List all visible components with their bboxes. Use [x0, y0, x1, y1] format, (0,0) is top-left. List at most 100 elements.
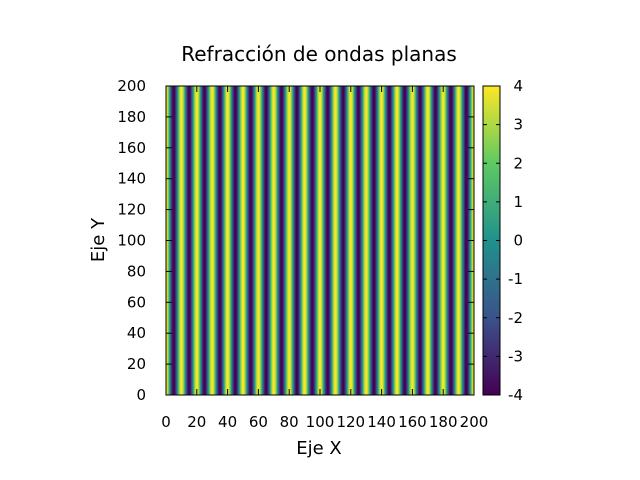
heatmap-column: [391, 86, 393, 395]
heatmap-column: [404, 86, 406, 395]
heatmap-column: [207, 86, 209, 395]
heatmap-column: [282, 86, 284, 395]
heatmap-column: [420, 86, 422, 395]
heatmap-column: [385, 86, 387, 395]
heatmap-column: [380, 86, 382, 395]
heatmap-column: [327, 86, 329, 395]
heatmap-column: [230, 86, 232, 395]
heatmap-column: [251, 86, 253, 395]
heatmap-column: [370, 86, 372, 395]
heatmap-column: [188, 86, 190, 395]
heatmap-column: [186, 86, 187, 395]
heatmap-column: [256, 86, 258, 395]
heatmap-column: [393, 86, 395, 395]
heatmap-column: [366, 86, 368, 395]
heatmap-column: [198, 86, 200, 395]
heatmap-column: [338, 86, 340, 395]
heatmap-column: [256, 86, 258, 395]
heatmap-column: [432, 86, 434, 395]
heatmap-column: [260, 86, 262, 395]
heatmap-column: [403, 86, 405, 395]
y-tick-label: 100: [117, 232, 146, 250]
heatmap-column: [218, 86, 220, 395]
heatmap-column: [426, 86, 428, 395]
heatmap-column: [397, 86, 398, 395]
heatmap-column: [230, 86, 232, 395]
heatmap-column: [244, 86, 246, 395]
heatmap-column: [173, 86, 175, 395]
heatmap-column: [335, 86, 337, 395]
heatmap-column: [412, 86, 414, 395]
heatmap-column: [272, 86, 274, 395]
heatmap-column: [297, 86, 299, 395]
heatmap-column: [315, 86, 317, 395]
heatmap-column: [375, 86, 377, 395]
heatmap-column: [461, 86, 463, 395]
heatmap-column: [292, 86, 294, 395]
heatmap-column: [374, 86, 376, 395]
heatmap-column: [412, 86, 414, 395]
x-tick-label: 180: [429, 413, 458, 431]
heatmap-column: [285, 86, 287, 395]
heatmap-column: [441, 86, 443, 395]
heatmap-column: [199, 86, 201, 395]
heatmap-column: [307, 86, 309, 395]
heatmap-column: [432, 86, 434, 395]
heatmap-column: [441, 86, 443, 395]
heatmap-column: [296, 86, 298, 395]
heatmap-column: [340, 86, 342, 395]
heatmap-column: [411, 86, 413, 395]
heatmap-column: [264, 86, 266, 395]
heatmap-column: [325, 86, 327, 395]
heatmap-column: [455, 86, 457, 395]
y-tick-label: 20: [127, 355, 146, 373]
heatmap-column: [355, 86, 357, 395]
heatmap-column: [414, 86, 416, 395]
heatmap-column: [286, 86, 288, 395]
heatmap-column: [277, 86, 279, 395]
heatmap-column: [305, 86, 307, 395]
heatmap-column: [413, 86, 415, 395]
heatmap-column: [249, 86, 251, 395]
heatmap-column: [361, 86, 363, 395]
heatmap-column: [289, 86, 291, 395]
heatmap-column: [206, 86, 207, 395]
heatmap-column: [398, 86, 400, 395]
heatmap-column: [423, 86, 425, 395]
heatmap-column: [269, 86, 271, 395]
heatmap-column: [410, 86, 412, 395]
heatmap-column: [279, 86, 281, 395]
heatmap-column: [456, 86, 457, 395]
heatmap-column: [174, 86, 176, 395]
heatmap-column: [195, 86, 197, 395]
heatmap-column: [346, 86, 348, 395]
heatmap-column: [283, 86, 284, 395]
heatmap-column: [193, 86, 195, 395]
heatmap-column: [221, 86, 223, 395]
heatmap-column: [417, 86, 419, 395]
heatmap-column: [308, 86, 310, 395]
heatmap-column: [397, 86, 399, 395]
heatmap-column: [392, 86, 394, 395]
heatmap-column: [467, 86, 469, 395]
heatmap-column: [201, 86, 203, 395]
heatmap-column: [406, 86, 408, 395]
heatmap-column: [208, 86, 210, 395]
heatmap-column: [267, 86, 269, 395]
heatmap-column: [287, 86, 289, 395]
heatmap-column: [359, 86, 360, 395]
heatmap-column: [372, 86, 374, 395]
heatmap-column: [301, 86, 302, 395]
heatmap-column: [319, 86, 321, 395]
heatmap-column: [287, 86, 289, 395]
heatmap-column: [234, 86, 236, 395]
heatmap-column: [428, 86, 430, 395]
heatmap-column: [448, 86, 450, 395]
heatmap-column: [457, 86, 459, 395]
heatmap-column: [462, 86, 464, 395]
heatmap-column: [249, 86, 251, 395]
heatmap-column: [234, 86, 236, 395]
heatmap-column: [213, 86, 215, 395]
heatmap-column: [368, 86, 370, 395]
heatmap-column: [268, 86, 270, 395]
